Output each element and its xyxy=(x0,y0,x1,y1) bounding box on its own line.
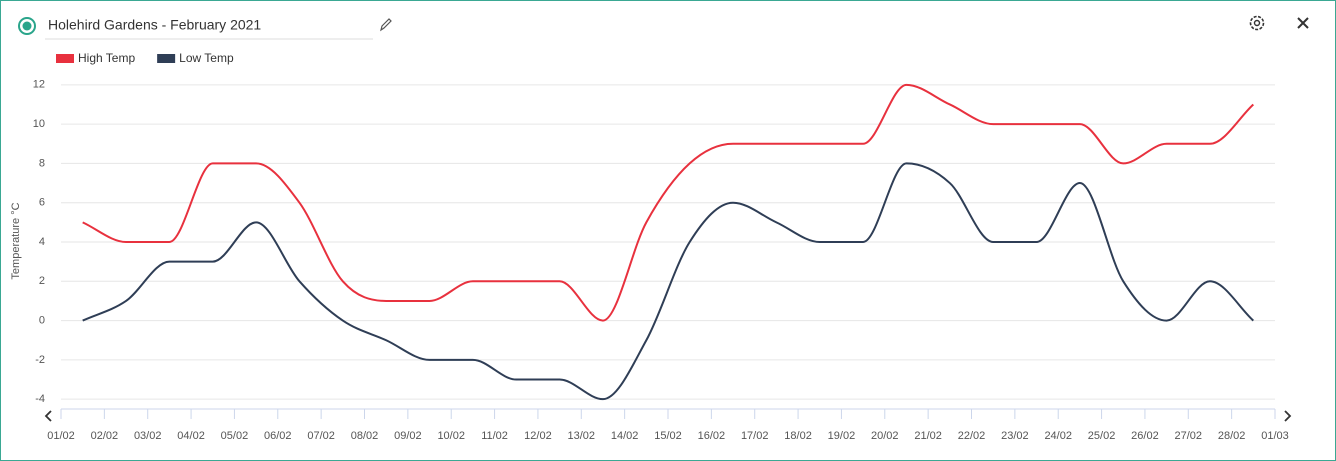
y-tick-label: -4 xyxy=(35,393,45,405)
x-tick-label: 18/02 xyxy=(784,430,812,442)
close-icon[interactable] xyxy=(1297,17,1309,29)
x-tick-label: 11/02 xyxy=(481,430,508,442)
x-tick-label: 13/02 xyxy=(568,430,596,442)
y-tick-label: 0 xyxy=(39,314,45,326)
x-tick-label: 12/02 xyxy=(524,430,552,442)
x-tick-label: 10/02 xyxy=(437,430,465,442)
x-tick-label: 20/02 xyxy=(871,430,899,442)
x-tick-label: 15/02 xyxy=(654,430,682,442)
y-tick-label: 8 xyxy=(39,157,45,169)
x-tick-label: 28/02 xyxy=(1218,430,1246,442)
y-tick-label: 10 xyxy=(33,118,45,130)
y-axis-label: Temperature °C xyxy=(10,202,22,279)
legend-swatch[interactable] xyxy=(56,54,74,63)
x-tick-label: 25/02 xyxy=(1088,430,1116,442)
x-tick-label: 05/02 xyxy=(221,430,249,442)
status-icon[interactable] xyxy=(18,17,36,35)
y-tick-label: 6 xyxy=(39,197,45,209)
x-tick-label: 08/02 xyxy=(351,430,379,442)
edit-icon[interactable] xyxy=(380,18,392,32)
x-tick-label: 24/02 xyxy=(1044,430,1072,442)
status-dot xyxy=(22,21,32,31)
y-tick-label: 2 xyxy=(39,275,45,287)
settings-icon[interactable] xyxy=(1249,15,1265,31)
x-tick-label: 01/02 xyxy=(47,430,75,442)
x-tick-label: 22/02 xyxy=(958,430,986,442)
x-tick-label: 27/02 xyxy=(1175,430,1203,442)
x-tick-label: 19/02 xyxy=(828,430,856,442)
data-line xyxy=(82,83,1254,322)
y-tick-label: 12 xyxy=(33,79,45,91)
x-tick-label: 01/03 xyxy=(1261,430,1289,442)
legend-swatch[interactable] xyxy=(157,54,176,63)
y-tick-label: -2 xyxy=(35,354,45,366)
chart-title: Holehird Gardens - February 2021 xyxy=(48,17,261,33)
scroll-left[interactable] xyxy=(44,410,52,422)
x-tick-label: 04/02 xyxy=(177,430,205,442)
x-tick-label: 21/02 xyxy=(914,430,942,442)
data-line xyxy=(82,162,1254,401)
x-tick-label: 14/02 xyxy=(611,430,639,442)
x-tick-label: 17/02 xyxy=(741,430,769,442)
legend-label: Low Temp xyxy=(179,51,234,65)
y-tick-label: 4 xyxy=(39,236,45,248)
x-tick-label: 26/02 xyxy=(1131,430,1159,442)
x-tick-label: 09/02 xyxy=(394,430,422,442)
x-tick-label: 02/02 xyxy=(91,430,119,442)
x-tick-label: 16/02 xyxy=(698,430,726,442)
x-tick-label: 03/02 xyxy=(134,430,162,442)
scroll-right[interactable] xyxy=(1284,410,1292,422)
x-tick-label: 07/02 xyxy=(307,430,335,442)
x-tick-label: 06/02 xyxy=(264,430,292,442)
x-tick-label: 23/02 xyxy=(1001,430,1029,442)
legend-label: High Temp xyxy=(78,51,135,65)
